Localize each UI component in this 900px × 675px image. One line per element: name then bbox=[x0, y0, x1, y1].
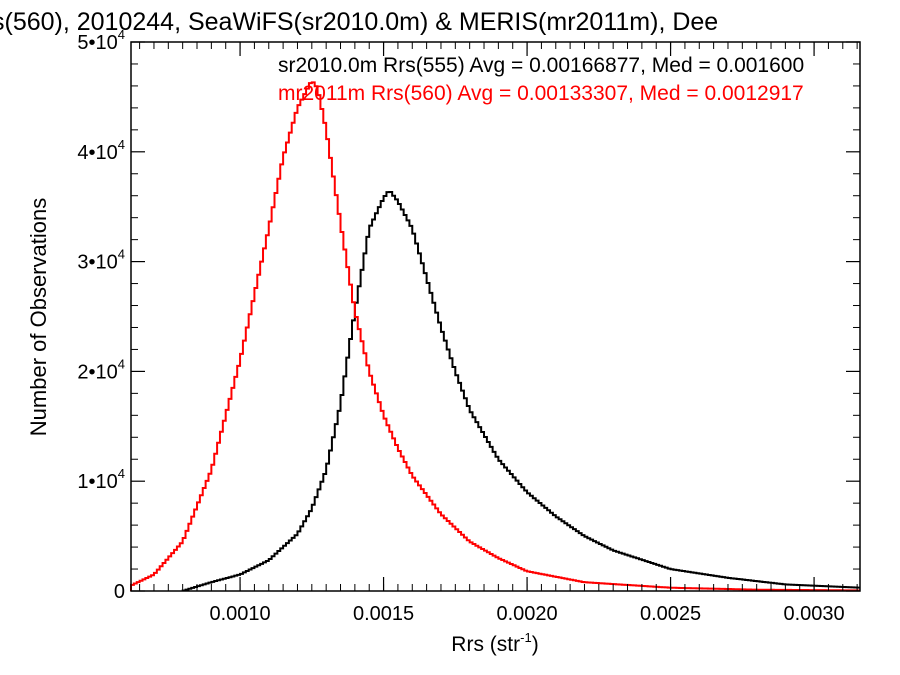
x-tick-label: 0.0030 bbox=[783, 603, 844, 625]
x-tick-label: 0.0010 bbox=[209, 603, 270, 625]
chart-title: s(560), 2010244, SeaWiFS(sr2010.0m) & ME… bbox=[0, 8, 718, 36]
x-axis-label-unit-sup: -1 bbox=[520, 630, 532, 645]
plot-frame bbox=[130, 41, 861, 592]
y-tick-label: 3•104 bbox=[77, 247, 125, 274]
y-tick-label: 0 bbox=[114, 581, 125, 603]
legend-entry-1: sr2010.0m Rrs(555) Avg = 0.00166877, Med… bbox=[278, 54, 804, 77]
y-axis-label: Number of Observations bbox=[26, 198, 51, 436]
x-tick-label: 0.0015 bbox=[353, 603, 414, 625]
y-tick-label: 4•104 bbox=[77, 137, 125, 164]
legend-entry-2: mr2011m Rrs(560) Avg = 0.00133307, Med =… bbox=[278, 82, 804, 105]
x-tick-label: 0.0025 bbox=[640, 603, 701, 625]
series-layer bbox=[130, 81, 860, 592]
x-axis-label-close: ) bbox=[532, 633, 539, 656]
tick-layer: 0.0010 0.0015 0.0020 0.0025 0.0030 0 1•104 2•10… bbox=[77, 27, 860, 625]
x-axis-label-main: Rrs (str bbox=[451, 633, 520, 656]
series-line-1 bbox=[181, 191, 860, 592]
series-line-2 bbox=[130, 81, 860, 592]
x-tick-label: 0.0020 bbox=[496, 603, 557, 625]
x-axis-label: Rrs (str-1) bbox=[451, 630, 538, 656]
y-tick-label: 1•104 bbox=[77, 466, 125, 493]
y-tick-label: 5•104 bbox=[77, 27, 125, 54]
y-tick-label: 2•104 bbox=[77, 356, 125, 383]
